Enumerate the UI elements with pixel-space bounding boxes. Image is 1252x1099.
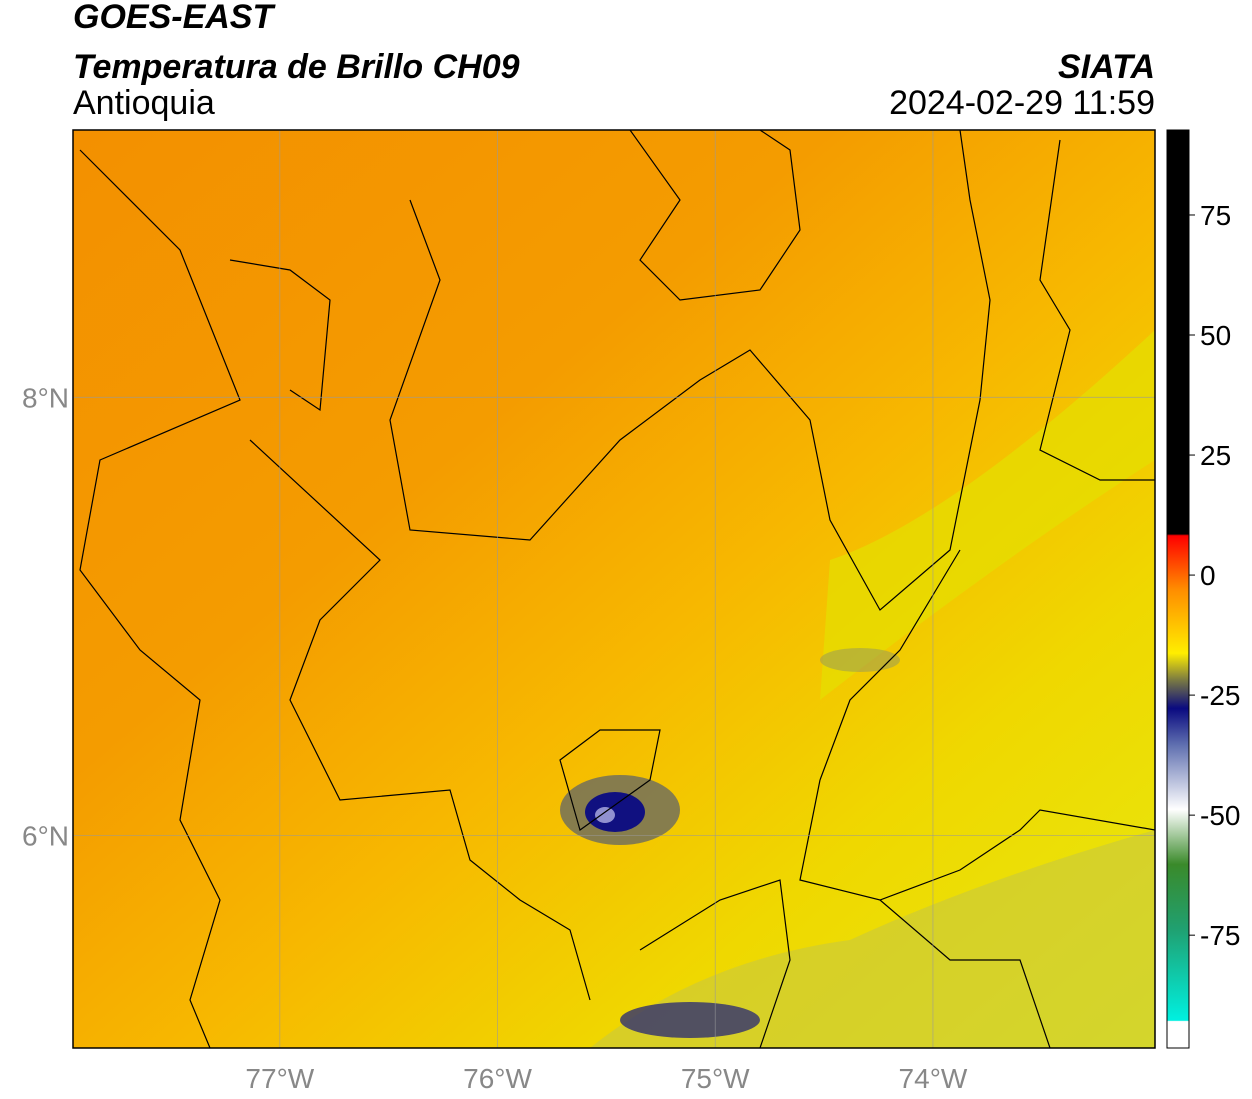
map-field — [73, 130, 1155, 1048]
x-tick-label: 75°W — [681, 1063, 750, 1094]
colorbar — [1166, 129, 1190, 1049]
datetime: 2024-02-29 11:59 — [889, 84, 1155, 122]
subtitle: Temperatura de Brillo CH09 — [73, 48, 520, 86]
x-tick-label: 77°W — [245, 1063, 314, 1094]
source: SIATA — [1058, 48, 1155, 86]
colorbar-tick-label: 0 — [1200, 560, 1216, 591]
colorbar-tick-label: 75 — [1200, 200, 1231, 231]
grid — [73, 130, 1155, 1048]
colorbar-tick-label: -75 — [1200, 920, 1240, 951]
colorbar-tick-label: 25 — [1200, 440, 1231, 471]
colorbar-tick-label: -25 — [1200, 680, 1240, 711]
colorbar-tick-label: -50 — [1200, 800, 1240, 831]
x-tick-label: 74°W — [899, 1063, 968, 1094]
x-tick-label: 76°W — [463, 1063, 532, 1094]
colorbar-tick-label: 50 — [1200, 320, 1231, 351]
region: Antioquia — [73, 84, 215, 122]
y-tick-label: 6°N — [22, 820, 69, 851]
title: GOES-EAST — [73, 0, 276, 36]
map-frame — [72, 129, 1156, 1049]
y-tick-label: 8°N — [22, 382, 69, 413]
